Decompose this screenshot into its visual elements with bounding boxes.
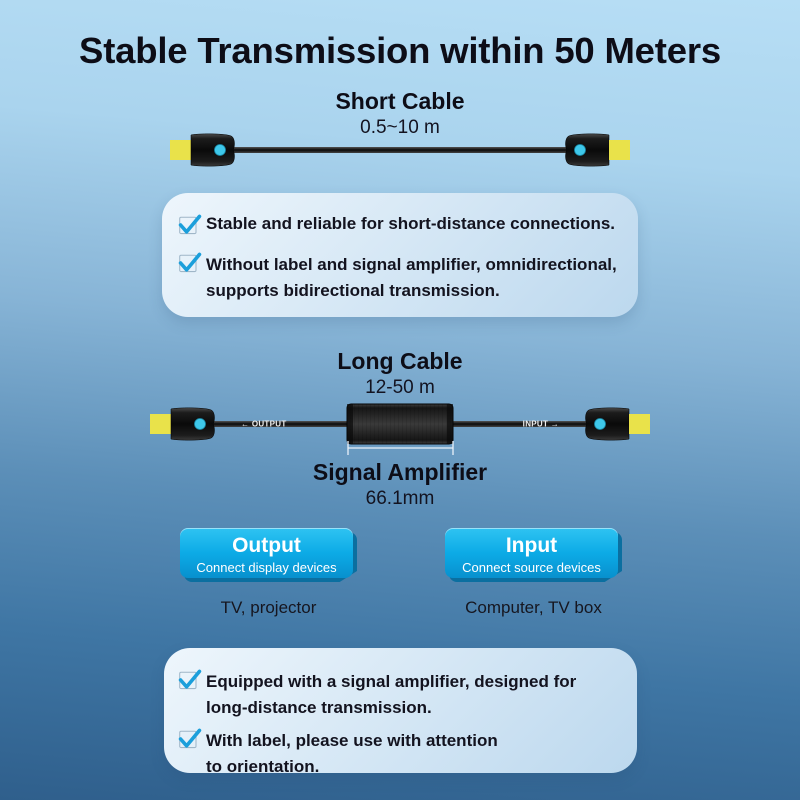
svg-text:← OUTPUT: ← OUTPUT [241,420,287,429]
svg-text:INPUT →: INPUT → [523,420,559,429]
